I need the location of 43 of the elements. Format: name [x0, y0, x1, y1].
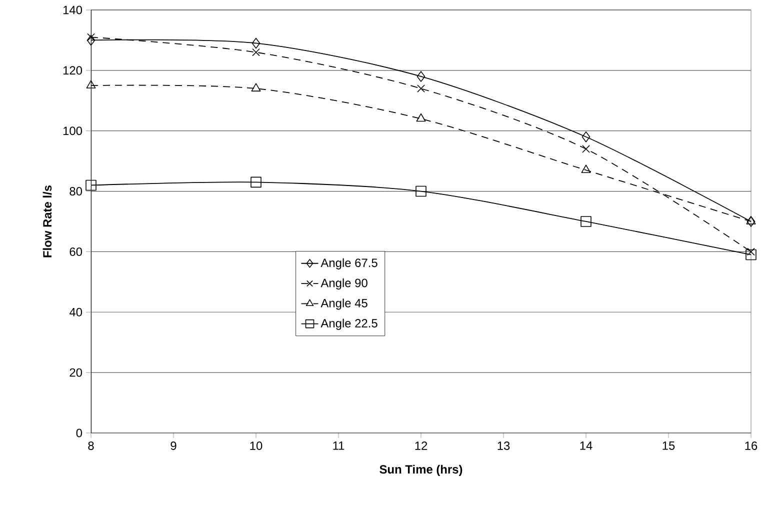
- point: [416, 71, 426, 82]
- point: [580, 216, 592, 227]
- y-tick-label: 0: [76, 428, 82, 438]
- x-tick-label: 11: [333, 442, 344, 450]
- point: [252, 38, 260, 49]
- x-axis-title: Sun Time (hrs): [380, 464, 462, 476]
- legend-label: Angle 22.5: [320, 318, 378, 330]
- point: [746, 216, 756, 227]
- point: [581, 164, 591, 174]
- legend-label: Angle 45: [320, 298, 368, 310]
- point: [582, 131, 590, 142]
- y-tick-label: 100: [63, 126, 82, 136]
- y-tick-label: 80: [70, 187, 82, 196]
- x-tick-label: 12: [415, 442, 428, 450]
- point: [86, 180, 96, 191]
- legend-label: Angle 67.5: [320, 258, 378, 270]
- x-tick-label: 16: [745, 442, 758, 450]
- x-tick-label: 14: [580, 442, 592, 450]
- point: [746, 216, 756, 224]
- legend-label: Angle 90: [320, 278, 368, 290]
- x-tick-label: 9: [170, 442, 176, 450]
- point: [87, 33, 95, 42]
- x-tick-label: 15: [662, 442, 675, 450]
- point: [251, 83, 261, 92]
- y-tick-label: 40: [69, 308, 82, 316]
- point: [416, 186, 426, 197]
- y-tick-label: 140: [63, 6, 82, 14]
- point: [417, 84, 425, 92]
- point: [747, 248, 755, 256]
- point: [252, 48, 260, 56]
- x-tick-label: 8: [88, 442, 94, 450]
- y-tick-label: 20: [70, 368, 82, 377]
- point: [416, 113, 426, 122]
- point: [86, 34, 96, 46]
- point: [250, 176, 262, 188]
- y-tick-label: 60: [70, 247, 82, 256]
- x-tick-label: 13: [498, 442, 510, 450]
- y-axis-title: Flow Rate l/s: [42, 185, 52, 258]
- y-tick-label: 120: [63, 66, 82, 75]
- point: [746, 249, 756, 260]
- x-tick-label: 10: [250, 442, 262, 450]
- point: [86, 80, 96, 88]
- point: [582, 145, 590, 153]
